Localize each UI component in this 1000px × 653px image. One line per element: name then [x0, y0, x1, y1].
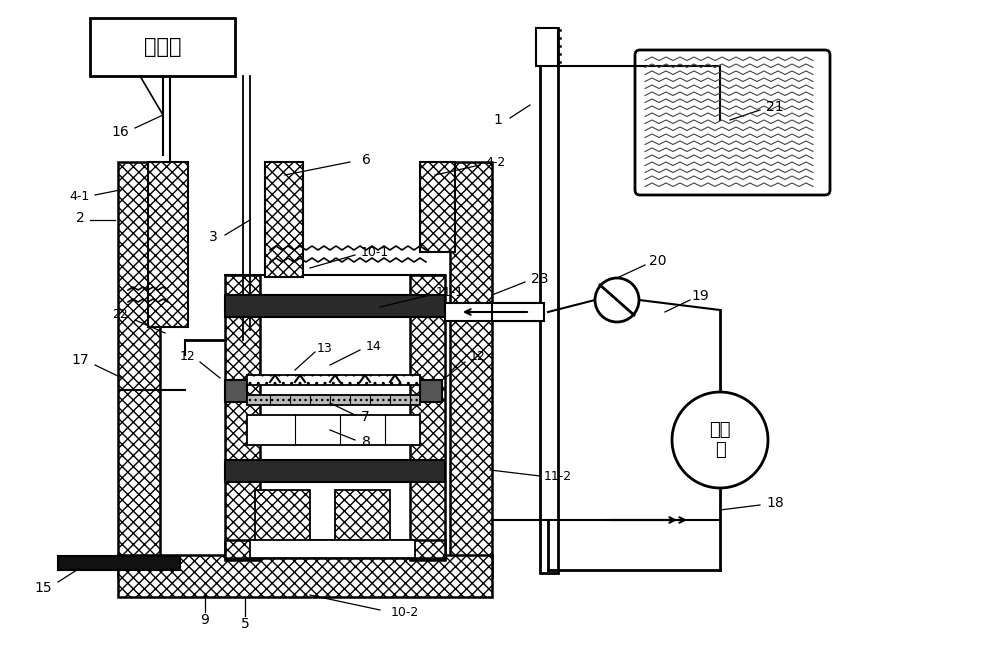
Bar: [148, 162, 188, 327]
Bar: [335, 490, 390, 545]
Text: 20: 20: [649, 254, 667, 268]
Text: 9: 9: [201, 613, 209, 627]
Bar: [58, 556, 180, 570]
Bar: [420, 380, 442, 402]
Text: 11-1: 11-1: [436, 287, 464, 300]
Bar: [540, 28, 558, 573]
Circle shape: [672, 392, 768, 488]
Text: 12: 12: [180, 351, 196, 364]
Bar: [118, 555, 492, 597]
Bar: [492, 303, 544, 321]
Bar: [225, 275, 260, 560]
Bar: [420, 162, 455, 252]
Text: 14: 14: [366, 340, 382, 353]
Text: 23: 23: [531, 272, 549, 286]
Bar: [255, 490, 310, 545]
Bar: [225, 380, 247, 402]
Text: 17: 17: [71, 353, 89, 367]
Bar: [225, 540, 445, 558]
Bar: [250, 540, 415, 558]
Text: 7: 7: [361, 410, 369, 424]
Text: 1: 1: [494, 113, 502, 127]
Text: 13: 13: [317, 342, 333, 355]
Text: 16: 16: [111, 125, 129, 139]
Text: 4-2: 4-2: [485, 157, 505, 170]
Bar: [118, 162, 160, 577]
Text: 18: 18: [766, 496, 784, 510]
Bar: [247, 395, 420, 405]
Bar: [90, 18, 235, 76]
Text: 12: 12: [470, 351, 486, 364]
Text: 10-1: 10-1: [361, 246, 389, 259]
Text: 打气泵: 打气泵: [144, 37, 182, 57]
Text: 22: 22: [112, 308, 128, 321]
Text: 2: 2: [76, 211, 84, 225]
Bar: [450, 162, 492, 577]
Bar: [265, 162, 303, 277]
Text: 10-2: 10-2: [391, 605, 419, 618]
Text: 5: 5: [241, 617, 249, 631]
Bar: [225, 460, 445, 482]
Bar: [225, 295, 445, 317]
Bar: [445, 303, 540, 321]
Text: 3: 3: [209, 230, 217, 244]
Text: 21: 21: [766, 100, 784, 114]
Text: 15: 15: [34, 581, 52, 595]
Text: 6: 6: [362, 153, 370, 167]
Text: 4-1: 4-1: [70, 189, 90, 202]
Text: 循环
泵: 循环 泵: [709, 421, 731, 460]
Text: 19: 19: [691, 289, 709, 303]
Circle shape: [595, 278, 639, 322]
Bar: [247, 375, 420, 385]
Text: 8: 8: [362, 435, 370, 449]
Bar: [247, 415, 420, 445]
Bar: [410, 275, 445, 560]
FancyBboxPatch shape: [635, 50, 830, 195]
Bar: [536, 28, 558, 66]
Text: 11-2: 11-2: [544, 470, 572, 483]
